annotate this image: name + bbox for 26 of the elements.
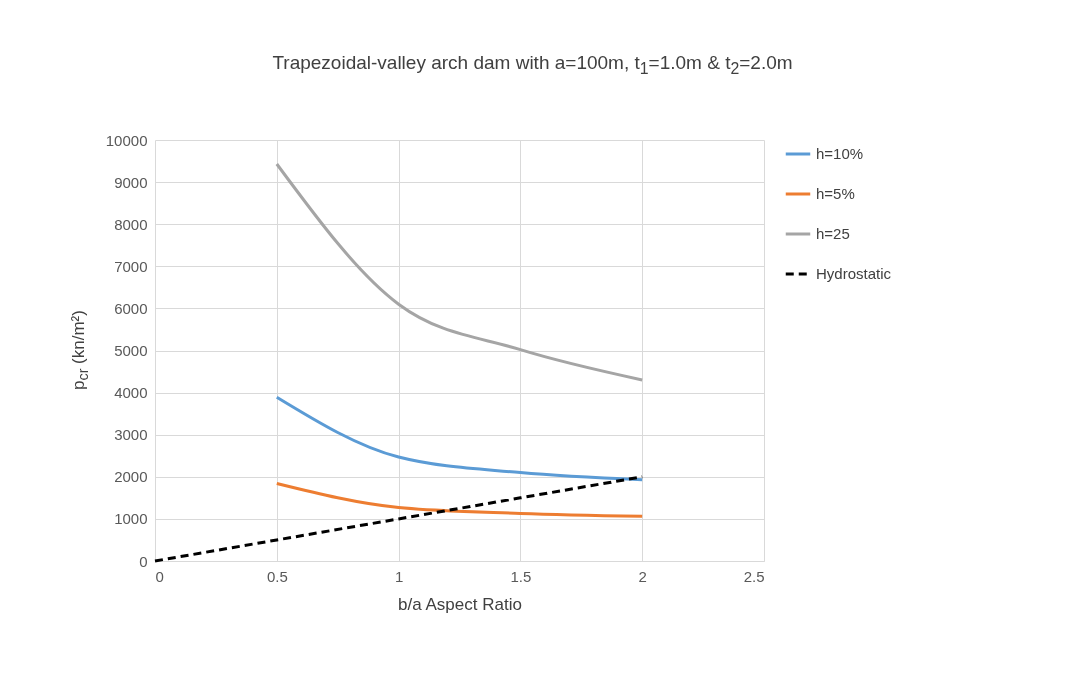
legend-label: h=5% xyxy=(816,185,855,202)
y-tick-label: 9000 xyxy=(114,173,148,191)
line-series xyxy=(275,162,644,382)
y-tick-label: 7000 xyxy=(114,257,148,275)
y-tick-label: 0 xyxy=(139,552,148,570)
x-tick-label: 0.5 xyxy=(266,567,288,585)
x-axis-title: b/a Aspect Ratio xyxy=(398,594,522,614)
y-tick-label: 6000 xyxy=(114,299,148,317)
x-tick-label: 1 xyxy=(394,567,404,585)
chart-title: Trapezoidal-valley arch dam with a=100m, t$_{1}$=1.0m & t$_{2}$=2.0m xyxy=(271,52,794,78)
y-tick-label: 5000 xyxy=(114,342,148,359)
y-tick-label: 10000 xyxy=(105,131,148,149)
y-tick-label: 2000 xyxy=(114,468,148,486)
x-tick-label: 0 xyxy=(155,567,164,585)
y-tick-label: 8000 xyxy=(114,215,148,233)
line-series xyxy=(275,395,644,482)
y-tick-label: 3000 xyxy=(114,426,148,444)
y-tick-label: 1000 xyxy=(114,510,148,528)
x-tick-label: 2.5 xyxy=(743,567,765,585)
legend-label: h=25 xyxy=(816,225,850,242)
x-tick-label: 1.5 xyxy=(510,567,532,585)
y-tick-label: 4000 xyxy=(114,384,148,402)
legend-label: h=10% xyxy=(816,145,864,162)
legend-label: Hydrostatic xyxy=(816,265,892,282)
x-tick-label: 2 xyxy=(638,567,647,585)
line-series xyxy=(275,482,644,518)
